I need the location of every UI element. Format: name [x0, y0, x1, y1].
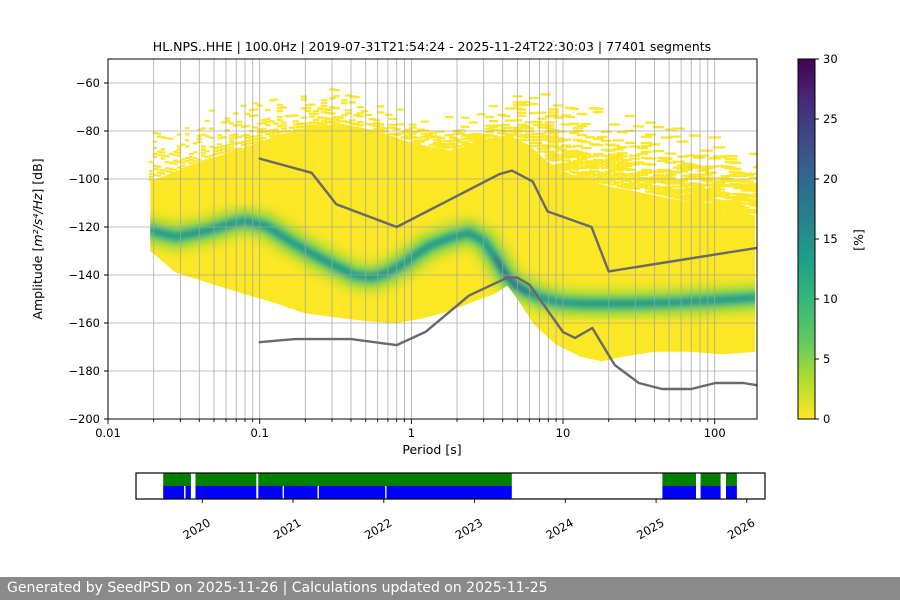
colorbar-tick-label: 30	[823, 52, 838, 66]
y-tick-label: −140	[68, 268, 100, 282]
grid-lines	[108, 59, 757, 419]
timeline-year-label: 2022	[362, 515, 394, 542]
timeline-segment-coverage-green	[700, 473, 721, 486]
colorbar-tick-marks	[815, 58, 819, 420]
timeline-segment-data-blue	[283, 486, 318, 499]
timeline-segment-coverage-green	[662, 473, 696, 486]
timeline-frame	[135, 472, 766, 500]
y-tick-label: −80	[76, 124, 100, 138]
mode-band-dark-spot	[492, 254, 531, 296]
timeline-segment-coverage-green	[258, 473, 512, 486]
timeline-year-label: 2020	[180, 515, 212, 542]
colorbar-tick-label: 25	[823, 112, 838, 126]
footer-bar: Generated by SeedPSD on 2025-11-26 | Cal…	[0, 577, 900, 600]
timeline-year-label: 2026	[725, 515, 757, 542]
y-tick-label: −200	[68, 412, 100, 426]
x-tick-label: 100	[704, 426, 726, 440]
timeline-segment-coverage-green	[195, 473, 257, 486]
nhnm-line	[258, 157, 757, 273]
timeline-segment-data-blue	[185, 486, 191, 499]
colorbar-tick-label: 0	[823, 412, 830, 426]
y-tick-label: −180	[68, 364, 100, 378]
y-tick-label: −100	[68, 172, 100, 186]
grid-path	[108, 59, 757, 419]
axes-frame	[107, 58, 758, 420]
x-tick-label: 10	[556, 426, 571, 440]
y-tick-label: −120	[68, 220, 100, 234]
y-tick-marks	[104, 82, 108, 420]
peterson-noise-model-lines	[258, 157, 757, 391]
x-axis-label: Period [s]	[402, 442, 461, 457]
plot-title: HL.NPS..HHE | 100.0Hz | 2019-07-31T21:54…	[153, 39, 711, 54]
x-tick-label: 1	[408, 426, 415, 440]
x-axis-ticks: 0.01 0.1 1 10 100	[95, 419, 726, 440]
timeline-segment-data-blue	[258, 486, 283, 499]
mode-band-layer-4	[150, 218, 756, 307]
psd-figure-canvas: HL.NPS..HHE | 100.0Hz | 2019-07-31T21:54…	[30, 39, 866, 542]
y-axis-label-prefix: Amplitude [	[30, 247, 45, 320]
timeline-tick-marks	[201, 499, 748, 503]
timeline-segment-data-blue	[318, 486, 386, 499]
timeline-segment-data-blue	[662, 486, 696, 499]
timeline-segment-data-blue	[726, 486, 737, 499]
main-axes-frame	[107, 58, 758, 420]
y-axis-ticks: −60 −80 −100 −120 −140 −160 −180 −200	[68, 76, 108, 426]
timeline-segment-data-blue	[700, 486, 721, 499]
timeline-segment-coverage-green	[163, 473, 191, 486]
y-axis-label-suffix: ] [dB]	[30, 158, 45, 193]
colorbar: 0 5 10 15 20 25 30	[797, 52, 838, 426]
colorbar-tick-label: 5	[823, 352, 830, 366]
timeline-year-label: 2024	[543, 515, 575, 542]
y-tick-label: −160	[68, 316, 100, 330]
availability-timeline: 2020 2021 2022 2023 2024 2025 2026	[135, 472, 766, 542]
y-axis-label: Amplitude [m²/s⁴/Hz] [dB]	[30, 158, 45, 319]
timeline-segment-data-blue	[163, 486, 185, 499]
footer-text: Generated by SeedPSD on 2025-11-26 | Cal…	[7, 580, 548, 596]
x-tick-marks	[107, 419, 716, 424]
colorbar-tick-label: 15	[823, 232, 838, 246]
nlnm-line	[258, 276, 757, 391]
colorbar-tick-label: 20	[823, 172, 838, 186]
colorbar-gradient	[798, 59, 815, 419]
timeline-segment-data-blue	[386, 486, 512, 499]
psd-mode-band	[150, 201, 756, 324]
timeline-segment-data-blue	[195, 486, 257, 499]
colorbar-tick-label: 10	[823, 292, 838, 306]
colorbar-label: [%]	[851, 229, 866, 251]
psd-scatter-streaks	[148, 88, 757, 214]
y-tick-label: −60	[76, 76, 100, 90]
x-tick-label: 0.01	[95, 426, 121, 440]
timeline-year-label: 2025	[634, 515, 666, 542]
timeline-year-label: 2021	[271, 515, 303, 542]
y-axis-label-math: m²/s⁴/Hz	[30, 193, 45, 247]
timeline-year-label: 2023	[453, 515, 485, 542]
x-tick-label: 0.1	[251, 426, 269, 440]
timeline-segment-coverage-green	[726, 473, 737, 486]
